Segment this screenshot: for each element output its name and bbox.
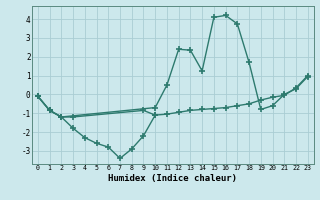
X-axis label: Humidex (Indice chaleur): Humidex (Indice chaleur) <box>108 174 237 183</box>
